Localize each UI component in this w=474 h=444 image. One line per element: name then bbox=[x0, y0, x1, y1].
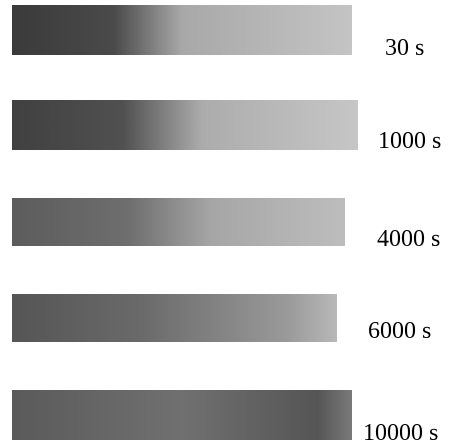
time-label: 6000 s bbox=[368, 318, 431, 344]
time-label: 4000 s bbox=[377, 226, 440, 252]
time-label: 1000 s bbox=[378, 128, 441, 154]
gel-strip bbox=[12, 390, 352, 440]
gel-strip bbox=[12, 100, 358, 150]
figure: 30 s 1000 s 4000 s 6000 s 10000 s bbox=[0, 0, 474, 444]
gel-strip bbox=[12, 5, 352, 55]
gel-strip bbox=[12, 294, 337, 342]
time-label: 10000 s bbox=[363, 420, 438, 444]
time-label: 30 s bbox=[385, 35, 424, 61]
gel-strip bbox=[12, 198, 345, 246]
